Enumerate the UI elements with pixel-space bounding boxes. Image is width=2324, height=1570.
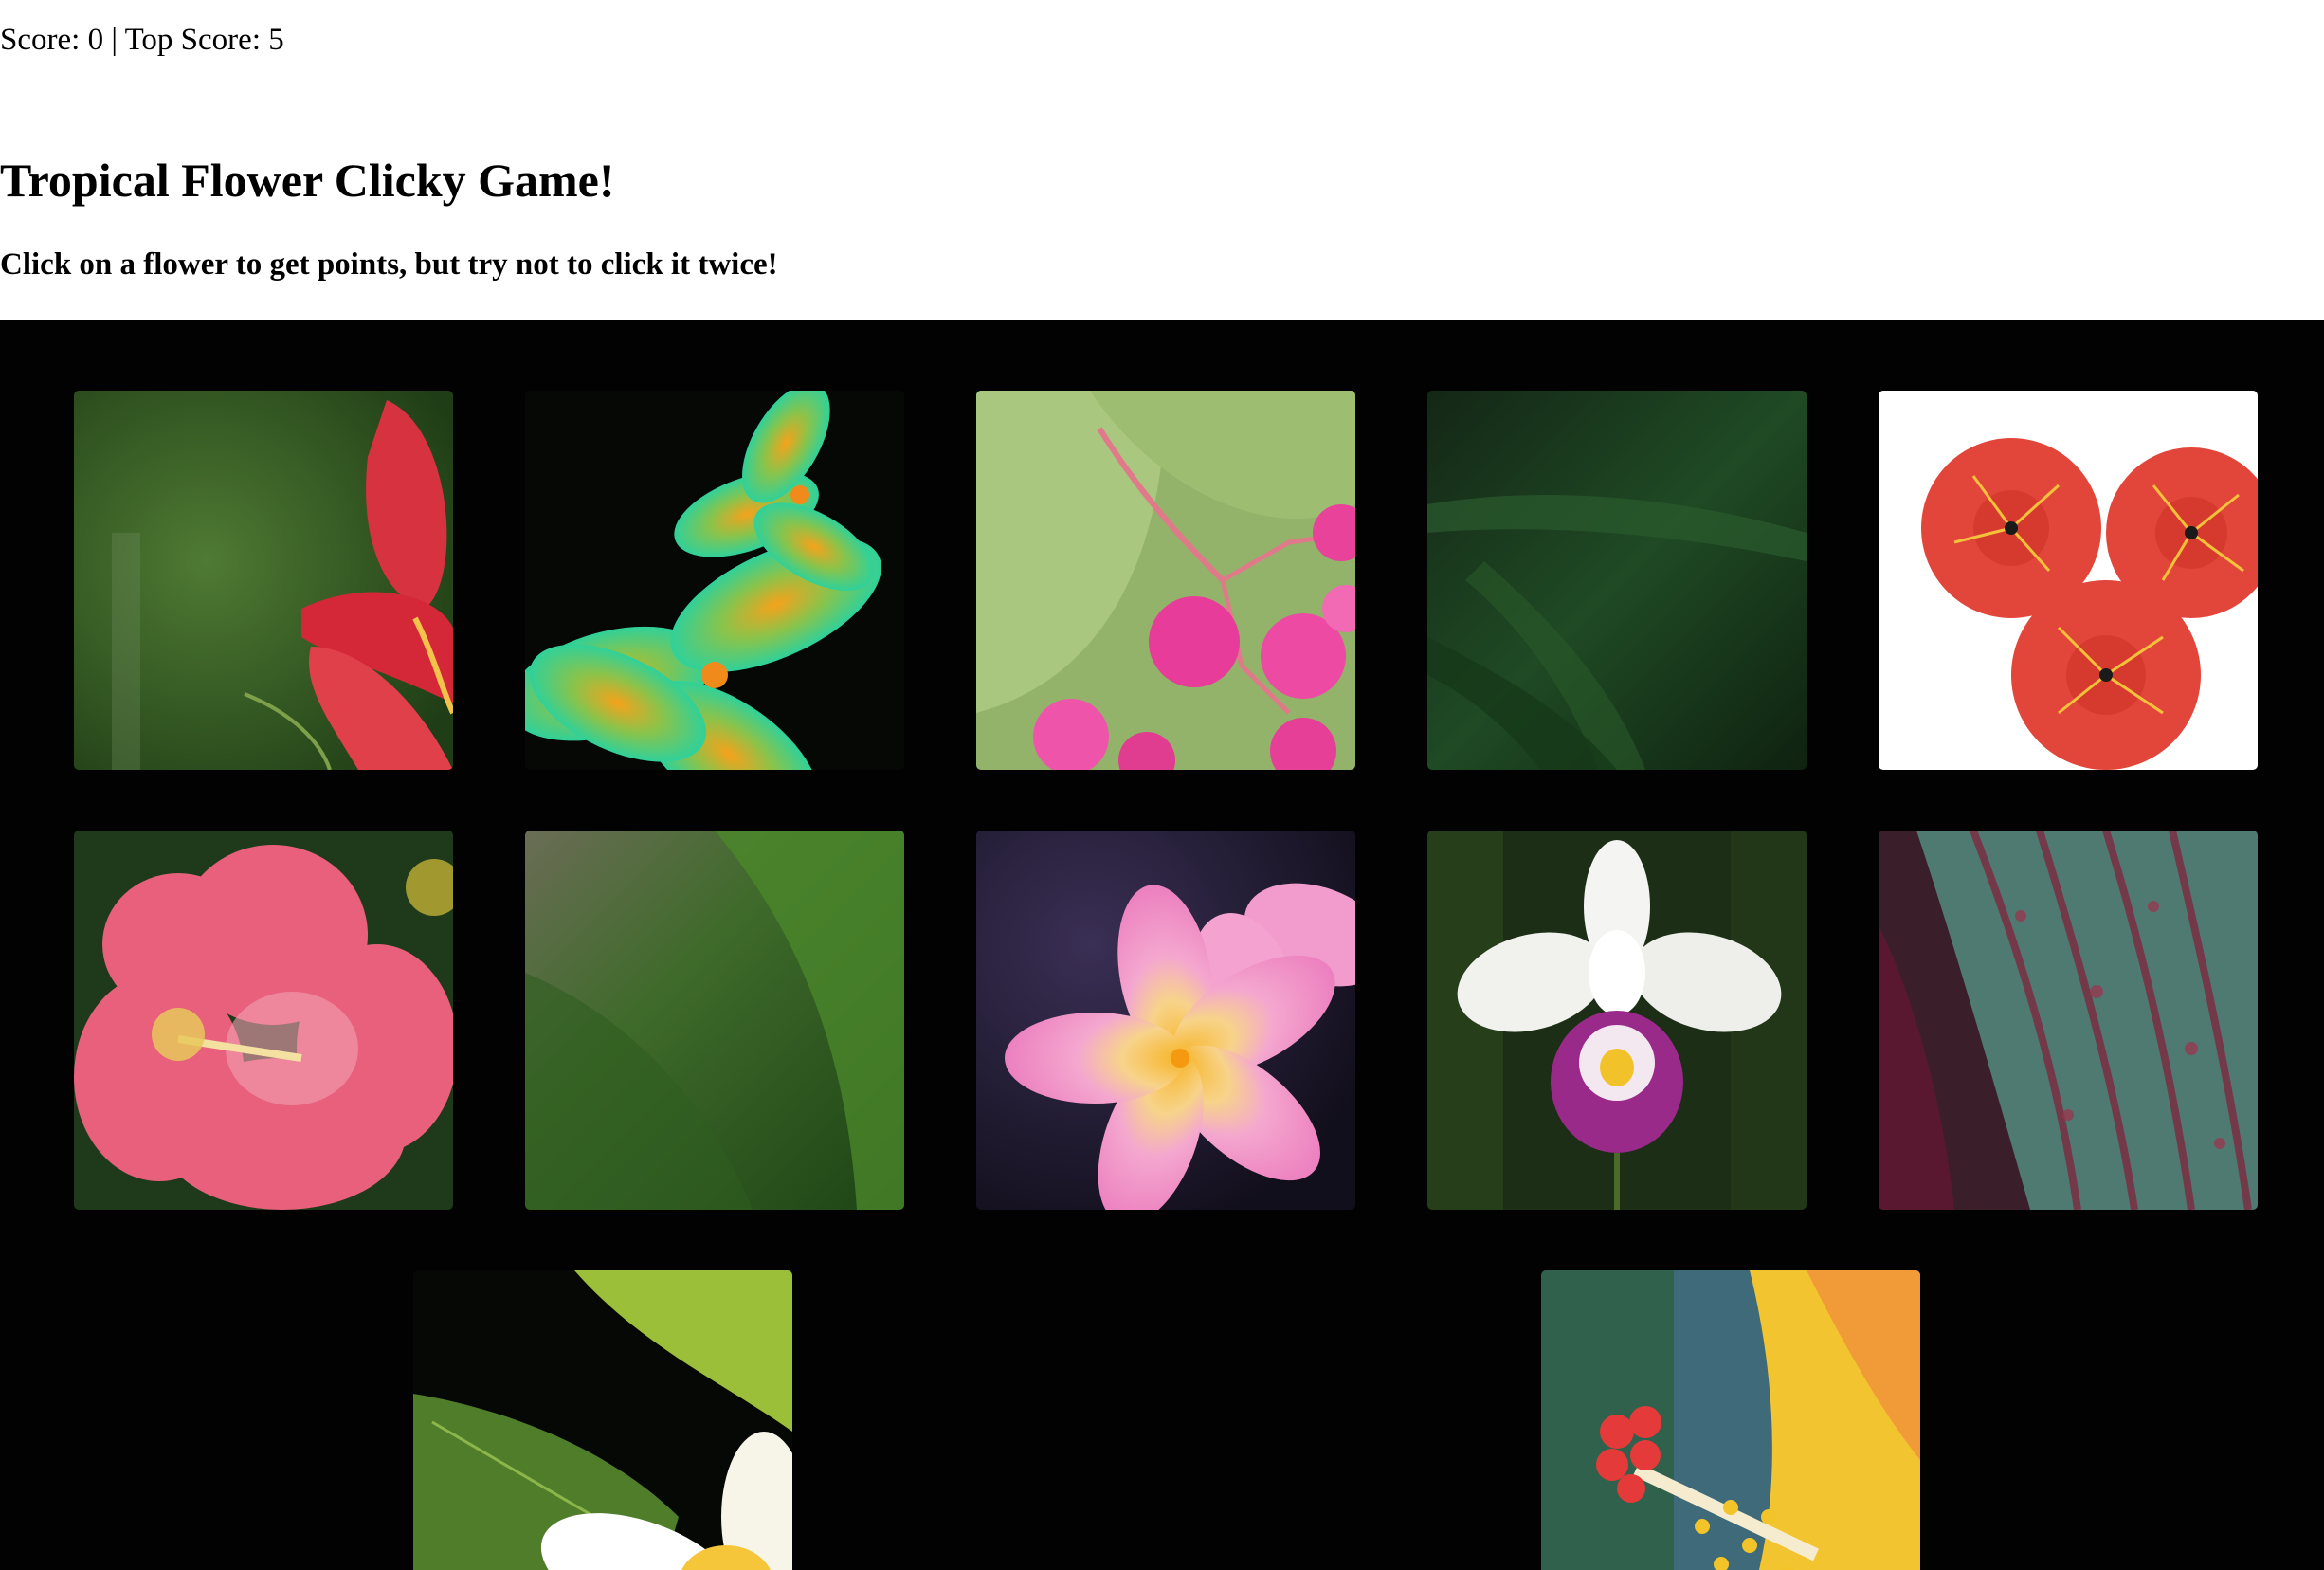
green-orange-plumeria-flower-image <box>525 391 904 770</box>
yellow-hibiscus-closeup-flower-image <box>1541 1270 1920 1570</box>
white-plumeria-flower-image <box>413 1270 792 1570</box>
flower-card-white-purple-orchid[interactable] <box>1427 831 1807 1210</box>
pink-hibiscus-flower-image <box>74 831 453 1210</box>
page-title: Tropical Flower Clicky Game! <box>0 154 615 207</box>
score-bar: Score: 0 | Top Score: 5 <box>0 21 284 59</box>
flower-card-red-hibiscus-trio[interactable] <box>1879 391 2258 770</box>
score-value: 0 <box>87 23 104 57</box>
red-lily-flower-image <box>74 391 453 770</box>
flower-card-red-lily[interactable] <box>74 391 453 770</box>
pink-plumeria-flower-image <box>976 831 1355 1210</box>
pink-begonia-flower-image <box>976 391 1355 770</box>
flower-card-pink-hibiscus[interactable] <box>74 831 453 1210</box>
flower-card-yellow-hibiscus-closeup[interactable] <box>1541 1270 1920 1570</box>
flower-card-dark-green-leaf[interactable] <box>1427 391 1807 770</box>
green-leaf-blur-image <box>525 831 904 1210</box>
flower-card-green-orange-plumeria[interactable] <box>525 391 904 770</box>
flower-card-pink-plumeria[interactable] <box>976 831 1355 1210</box>
flower-card-green-leaf[interactable] <box>525 831 904 1210</box>
instructions: Click on a flower to get points, but try… <box>0 247 778 282</box>
white-purple-orchid-flower-image <box>1427 831 1807 1210</box>
top-score-value: 5 <box>268 23 284 57</box>
top-score-label: Top Score: <box>124 23 269 57</box>
score-label: Score: <box>0 23 88 57</box>
score-separator: | <box>103 23 125 57</box>
dark-green-leaf-blur-image <box>1427 391 1807 770</box>
flower-card-pink-begonia[interactable] <box>976 391 1355 770</box>
red-striped-ti-leaf-image <box>1879 831 2258 1210</box>
red-hibiscus-trio-flower-image <box>1879 391 2258 770</box>
game-board <box>0 320 2324 1570</box>
flower-card-white-plumeria[interactable] <box>413 1270 792 1570</box>
flower-card-red-striped-ti-leaf[interactable] <box>1879 831 2258 1210</box>
